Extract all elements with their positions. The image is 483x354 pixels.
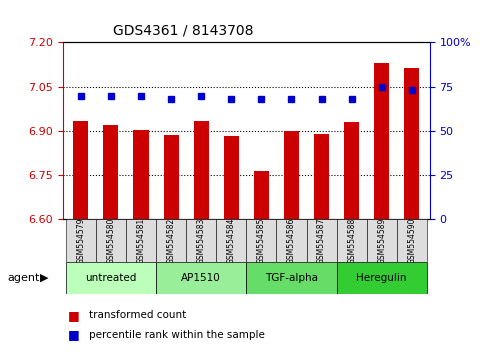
Bar: [314, 134, 329, 219]
Text: GSM554579: GSM554579: [76, 217, 85, 264]
Bar: [404, 68, 419, 219]
Text: GSM554580: GSM554580: [106, 217, 115, 264]
Bar: [397, 219, 427, 262]
Bar: [254, 171, 269, 219]
Bar: [224, 136, 239, 219]
Text: Heregulin: Heregulin: [356, 273, 407, 283]
Text: ▶: ▶: [40, 273, 49, 283]
Bar: [246, 262, 337, 294]
Bar: [344, 122, 359, 219]
Text: TGF-alpha: TGF-alpha: [265, 273, 318, 283]
Bar: [96, 219, 126, 262]
Text: agent: agent: [7, 273, 40, 283]
Bar: [246, 219, 276, 262]
Text: GSM554590: GSM554590: [407, 217, 416, 264]
Text: GSM554585: GSM554585: [257, 217, 266, 264]
Text: untreated: untreated: [85, 273, 137, 283]
Text: GDS4361 / 8143708: GDS4361 / 8143708: [114, 23, 254, 37]
Text: GSM554588: GSM554588: [347, 218, 356, 264]
Bar: [367, 219, 397, 262]
Bar: [126, 219, 156, 262]
Bar: [186, 219, 216, 262]
Bar: [374, 63, 389, 219]
Text: GSM554581: GSM554581: [137, 218, 145, 264]
Bar: [307, 219, 337, 262]
Text: GSM554584: GSM554584: [227, 217, 236, 264]
Bar: [164, 135, 179, 219]
Text: AP1510: AP1510: [181, 273, 221, 283]
Bar: [284, 131, 299, 219]
Bar: [216, 219, 246, 262]
Text: GSM554582: GSM554582: [167, 218, 176, 264]
Bar: [103, 125, 118, 219]
Text: transformed count: transformed count: [89, 310, 186, 320]
Bar: [66, 262, 156, 294]
Text: ■: ■: [68, 328, 79, 341]
Bar: [156, 219, 186, 262]
Bar: [194, 121, 209, 219]
Bar: [337, 219, 367, 262]
Text: ■: ■: [68, 309, 79, 321]
Text: GSM554586: GSM554586: [287, 217, 296, 264]
Bar: [66, 219, 96, 262]
Text: GSM554589: GSM554589: [377, 217, 386, 264]
Bar: [337, 262, 427, 294]
Text: percentile rank within the sample: percentile rank within the sample: [89, 330, 265, 339]
Text: GSM554587: GSM554587: [317, 217, 326, 264]
Bar: [276, 219, 307, 262]
Bar: [156, 262, 246, 294]
Bar: [133, 130, 149, 219]
Bar: [73, 121, 88, 219]
Text: GSM554583: GSM554583: [197, 217, 206, 264]
